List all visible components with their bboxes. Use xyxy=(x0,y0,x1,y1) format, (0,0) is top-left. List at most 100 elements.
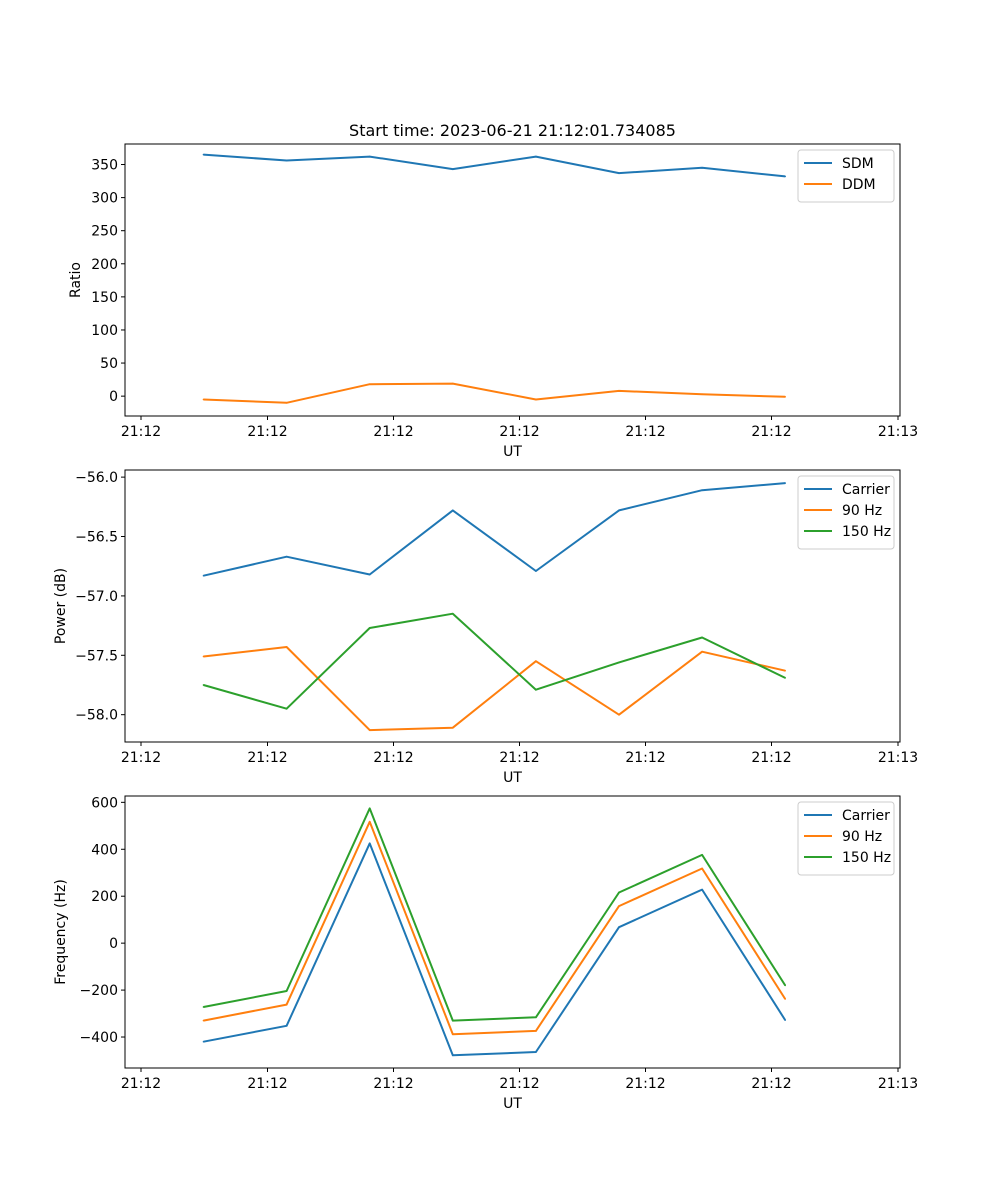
panel-3-legend-label-carrier: Carrier xyxy=(842,808,890,824)
panel-2-x-tick-label: 21:12 xyxy=(751,750,791,766)
panel-3-data-point-carrier xyxy=(368,842,371,845)
panel-3-x-axis-label: UT xyxy=(503,1096,522,1112)
panel-2-data-point-carrier xyxy=(784,482,786,484)
panel-3-x-tick-label: 21:13 xyxy=(878,1076,918,1092)
panel-2-data-point-carrier xyxy=(202,574,205,577)
panel-2-x-tick-label: 21:12 xyxy=(247,750,287,766)
panel-2-y-tick-label: −57.0 xyxy=(75,589,118,605)
panel-3-data-point-150-hz xyxy=(452,1019,454,1022)
panel-3-y-tick-label: −400 xyxy=(80,1030,118,1046)
panel-3-data-point-90-hz xyxy=(368,821,371,823)
panel-1-y-tick-label: 200 xyxy=(91,257,118,273)
panel-2-data-point-150-hz xyxy=(701,636,703,639)
panel-1-legend: SDM DDM xyxy=(797,149,895,203)
panel-1-series-line-ddm xyxy=(203,382,786,404)
panel-3-data-point-90-hz xyxy=(701,867,703,870)
panel-2-data-point-150-hz xyxy=(368,627,371,629)
panel-2-data-point-carrier xyxy=(701,489,703,491)
panel-3-data-point-carrier xyxy=(202,1040,205,1043)
panel-3-y-tick-label: 200 xyxy=(91,889,118,905)
panel-3-axes-frame xyxy=(124,795,901,1069)
panel-1-x-tick-label: 21:12 xyxy=(625,424,665,440)
panel-1-data-point-sdm xyxy=(285,159,288,162)
panel-3-data-point-90-hz xyxy=(535,1030,537,1032)
panel-1-data-point-ddm xyxy=(535,398,537,401)
panel-3-x-tick-label: 21:12 xyxy=(751,1076,791,1092)
panel-1-y-tick-label: 300 xyxy=(91,191,118,207)
panel-3-data-point-150-hz xyxy=(202,1006,205,1008)
panel-3-data-point-90-hz xyxy=(784,998,786,1000)
panel-2-x-tick-label: 21:12 xyxy=(121,750,161,766)
panel-3-x-tick-label: 21:12 xyxy=(373,1076,413,1092)
panel-1-x-tick-label: 21:12 xyxy=(121,424,161,440)
power-panel: −58.0 −57.5 −57.0 −56.5 −56.0 21:12 21:12 21:12… xyxy=(53,469,918,786)
panel-2-data-point-90-hz xyxy=(784,669,786,672)
panel-2-data-point-90-hz xyxy=(452,726,454,729)
panel-2-x-axis-label: UT xyxy=(503,770,522,786)
panel-2-x-tick-label: 21:13 xyxy=(878,750,918,766)
panel-2-data-point-90-hz xyxy=(535,660,537,663)
panel-2-data-point-150-hz xyxy=(784,677,786,679)
panel-2-y-tick-label: −57.5 xyxy=(75,648,118,664)
panel-1-data-point-ddm xyxy=(701,393,703,395)
panel-3-data-point-150-hz xyxy=(368,807,371,810)
panel-1-data-point-sdm xyxy=(452,168,454,170)
panel-2-data-point-90-hz xyxy=(202,655,205,658)
panel-3-x-tick-label: 21:12 xyxy=(121,1076,161,1092)
panel-3-y-tick-label: 600 xyxy=(91,795,118,811)
panel-3-y-axis-label: Frequency (Hz) xyxy=(53,879,69,985)
panel-3-legend-label-150-hz: 150 Hz xyxy=(842,850,891,866)
panel-3-legend-label-90-hz: 90 Hz xyxy=(842,829,882,845)
panel-3-data-point-carrier xyxy=(452,1054,454,1057)
panel-2-axes-frame xyxy=(124,469,901,743)
panel-1-y-tick-label: 350 xyxy=(91,158,118,174)
panel-3-data-point-90-hz xyxy=(202,1019,205,1022)
panel-2-series-line-90-hz xyxy=(203,646,786,732)
panel-1-y-tick-label: 250 xyxy=(91,224,118,240)
panel-2-data-point-90-hz xyxy=(368,729,371,731)
panel-2-series-line-150-hz xyxy=(203,612,786,710)
panel-3-data-point-150-hz xyxy=(784,984,786,987)
panel-1-y-tick-label: 0 xyxy=(109,389,118,405)
panel-1-x-tick-label: 21:12 xyxy=(247,424,287,440)
panel-2-data-point-carrier xyxy=(452,509,454,512)
panel-2-data-point-90-hz xyxy=(701,650,703,653)
ratio-panel: 0 50 100 150 200 250 300 350 21:12 21:12 21:12 21:1… xyxy=(68,143,918,460)
panel-3-y-tick-label: −200 xyxy=(80,983,118,999)
panel-2-data-point-150-hz xyxy=(535,688,537,691)
panel-3-y-tick-label: 0 xyxy=(109,936,118,952)
panel-1-x-tick-label: 21:12 xyxy=(499,424,539,440)
panel-1-y-tick-label: 100 xyxy=(91,323,118,339)
panel-1-data-point-ddm xyxy=(285,401,288,404)
panel-1-x-tick-label: 21:13 xyxy=(878,424,918,440)
frequency-panel: −400 −200 0 200 400 600 21:12 21:12 21:12 21:12 21… xyxy=(53,795,918,1112)
panel-2-x-tick-label: 21:12 xyxy=(625,750,665,766)
panel-1-x-tick-label: 21:12 xyxy=(373,424,413,440)
panel-2-legend-label-carrier: Carrier xyxy=(842,482,890,498)
panel-2-data-point-150-hz xyxy=(618,661,620,664)
panel-1-legend-label-ddm: DDM xyxy=(842,177,876,193)
panel-3-data-point-150-hz xyxy=(285,990,288,992)
panel-2-y-tick-label: −56.0 xyxy=(75,470,118,486)
panel-3-x-tick-label: 21:12 xyxy=(625,1076,665,1092)
panel-3-data-point-carrier xyxy=(285,1024,288,1027)
panel-1-data-point-ddm xyxy=(618,390,620,392)
panel-3-series-line-150-hz xyxy=(203,807,787,1022)
panel-1-series-line-sdm xyxy=(203,153,786,178)
panel-3-data-point-90-hz xyxy=(285,1003,288,1006)
panel-1-y-axis-label: Ratio xyxy=(68,262,84,298)
panel-1-axes-frame xyxy=(124,143,901,417)
panel-3-x-tick-label: 21:12 xyxy=(247,1076,287,1092)
panel-3-data-point-carrier xyxy=(701,888,703,891)
panel-3-data-point-150-hz xyxy=(535,1016,537,1019)
panel-1-data-point-sdm xyxy=(202,153,205,156)
panel-1-legend-label-sdm: SDM xyxy=(842,156,874,172)
panel-2-series-line-carrier xyxy=(203,482,786,577)
panel-3-data-point-carrier xyxy=(535,1051,537,1053)
panel-2-y-axis-label: Power (dB) xyxy=(53,568,69,644)
panel-2-data-point-carrier xyxy=(368,573,371,576)
panel-3-data-point-150-hz xyxy=(618,891,620,894)
panel-2-legend: Carrier 90 Hz 150 Hz xyxy=(797,475,895,550)
panel-1-data-point-ddm xyxy=(452,382,454,385)
